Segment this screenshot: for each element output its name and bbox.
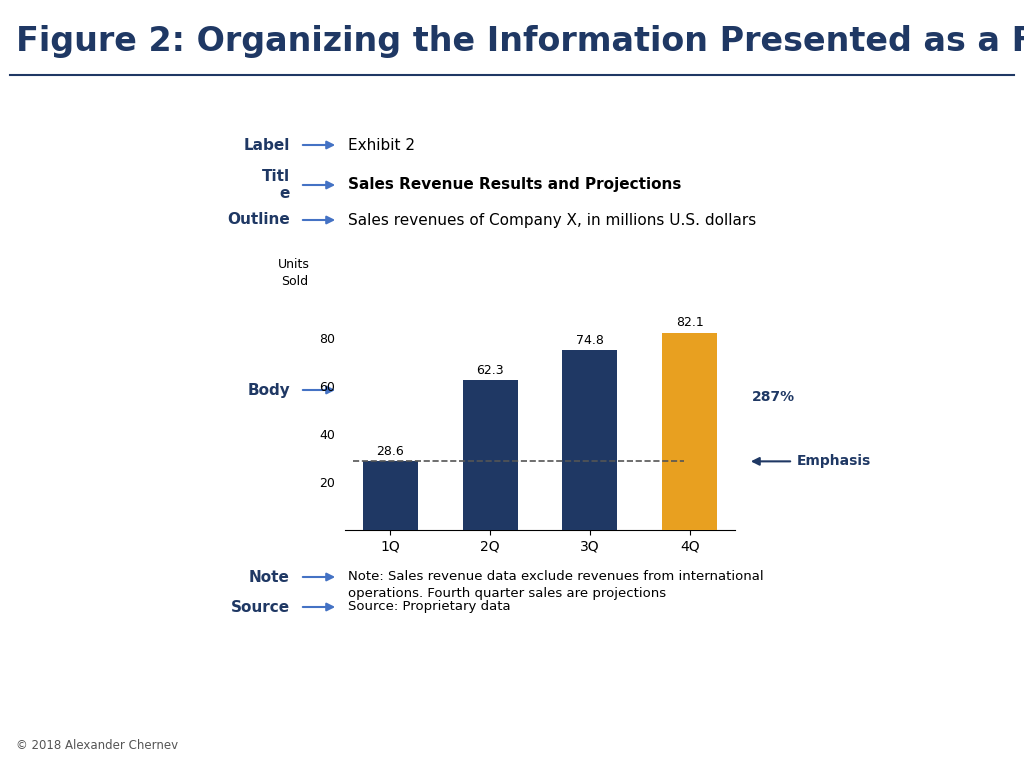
Text: 287%: 287%	[752, 390, 795, 404]
Text: Figure 2: Organizing the Information Presented as a Figure: Figure 2: Organizing the Information Pre…	[16, 25, 1024, 58]
Bar	[362, 462, 418, 530]
Text: Outline: Outline	[227, 213, 290, 227]
Text: Label: Label	[244, 137, 290, 153]
Text: Note: Note	[249, 570, 290, 585]
Bar	[562, 350, 617, 530]
Text: 82.1: 82.1	[676, 316, 703, 329]
Bar	[663, 333, 717, 530]
Text: © 2018 Alexander Chernev: © 2018 Alexander Chernev	[16, 739, 178, 752]
Text: Emphasis: Emphasis	[797, 455, 871, 468]
Text: 62.3: 62.3	[476, 364, 504, 377]
Text: Sold: Sold	[281, 275, 308, 287]
Text: Source: Source	[230, 600, 290, 615]
Bar	[463, 380, 517, 530]
Text: 28.6: 28.6	[376, 445, 404, 458]
Text: Source: Proprietary data: Source: Proprietary data	[348, 600, 511, 613]
Text: Sales Revenue Results and Projections: Sales Revenue Results and Projections	[348, 177, 681, 193]
Text: Exhibit 2: Exhibit 2	[348, 137, 415, 153]
Text: Units: Units	[279, 258, 310, 271]
Text: Sales revenues of Company X, in millions U.S. dollars: Sales revenues of Company X, in millions…	[348, 213, 757, 227]
Text: 74.8: 74.8	[575, 334, 604, 347]
Text: Titl
e: Titl e	[262, 169, 290, 201]
Text: Body: Body	[247, 382, 290, 398]
Text: Note: Sales revenue data exclude revenues from international
operations. Fourth : Note: Sales revenue data exclude revenue…	[348, 570, 764, 600]
